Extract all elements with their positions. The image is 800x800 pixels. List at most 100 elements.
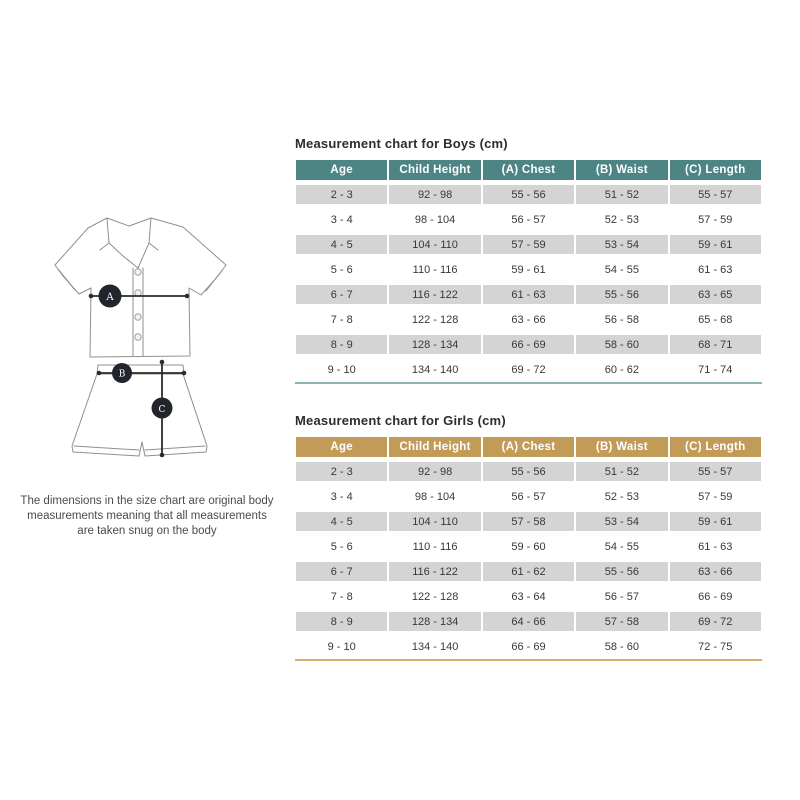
table-row: 9 - 10 134 - 140 66 - 69 58 - 60 72 - 75 xyxy=(295,634,762,659)
table-cell: 58 - 60 xyxy=(575,332,669,357)
pajama-set-drawing: A B C xyxy=(54,217,227,458)
table-cell: 98 - 104 xyxy=(388,207,482,232)
table-cell: 104 - 110 xyxy=(388,232,482,257)
table-cell: 57 - 59 xyxy=(481,232,576,257)
column-header: (B) Waist xyxy=(575,437,669,459)
girls-size-table: Age Child Height (A) Chest (B) Waist (C) Len… xyxy=(295,437,762,661)
table-cell: 65 - 68 xyxy=(668,307,762,332)
girls-table-title: Measurement chart for Girls (cm) xyxy=(295,413,506,428)
table-cell: 92 - 98 xyxy=(388,182,482,207)
table-row: 3 - 4 98 - 104 56 - 57 52 - 53 57 - 59 xyxy=(295,484,762,509)
table-cell: 66 - 69 xyxy=(668,584,762,609)
marker-c-label: C xyxy=(159,405,166,415)
table-cell: 3 - 4 xyxy=(295,484,389,509)
table-cell: 116 - 122 xyxy=(388,559,482,584)
header-row: Age Child Height (A) Chest (B) Waist (C) Len… xyxy=(295,437,762,459)
table-cell: 55 - 56 xyxy=(575,559,669,584)
table-cell: 56 - 57 xyxy=(481,207,576,232)
column-header: (C) Length xyxy=(668,437,762,459)
table-cell: 128 - 134 xyxy=(388,332,482,357)
marker-a-badge: A xyxy=(98,284,122,308)
table-cell: 110 - 116 xyxy=(388,534,482,559)
boys-size-table-section: Measurement chart for Boys (cm) Age Child… xyxy=(295,136,762,384)
column-header: Age xyxy=(295,160,389,182)
table-cell: 54 - 55 xyxy=(575,257,669,282)
table-cell: 63 - 66 xyxy=(481,307,576,332)
table-row: 8 - 9 128 - 134 66 - 69 58 - 60 68 - 71 xyxy=(295,332,762,357)
table-cell: 2 - 3 xyxy=(295,459,389,484)
table-cell: 122 - 128 xyxy=(388,584,482,609)
table-cell: 4 - 5 xyxy=(295,509,389,534)
table-cell: 53 - 54 xyxy=(575,509,669,534)
table-cell: 55 - 57 xyxy=(668,459,762,484)
column-header: (C) Length xyxy=(668,160,762,182)
table-cell: 52 - 53 xyxy=(575,484,669,509)
table-cell: 68 - 71 xyxy=(668,332,762,357)
table-cell: 71 - 74 xyxy=(668,357,762,382)
table-cell: 3 - 4 xyxy=(295,207,389,232)
table-cell: 5 - 6 xyxy=(295,534,389,559)
table-cell: 66 - 69 xyxy=(481,332,576,357)
pajama-shirt-drawing xyxy=(54,217,227,358)
table-row: 4 - 5 104 - 110 57 - 59 53 - 54 59 - 61 xyxy=(295,232,762,257)
table-cell: 7 - 8 xyxy=(295,307,389,332)
table-cell: 116 - 122 xyxy=(388,282,482,307)
table-cell: 56 - 58 xyxy=(575,307,669,332)
table-cell: 55 - 56 xyxy=(575,282,669,307)
table-cell: 57 - 58 xyxy=(481,509,576,534)
header-row: Age Child Height (A) Chest (B) Waist (C) Len… xyxy=(295,160,762,182)
marker-c-badge: C xyxy=(151,397,173,419)
table-cell: 63 - 65 xyxy=(668,282,762,307)
table-row: 7 - 8 122 - 128 63 - 64 56 - 57 66 - 69 xyxy=(295,584,762,609)
table-cell: 110 - 116 xyxy=(388,257,482,282)
table-row: 5 - 6 110 - 116 59 - 60 54 - 55 61 - 63 xyxy=(295,534,762,559)
table-cell: 56 - 57 xyxy=(575,584,669,609)
boys-table-title: Measurement chart for Boys (cm) xyxy=(295,136,508,151)
table-cell: 63 - 66 xyxy=(668,559,762,584)
table-row: 5 - 6 110 - 116 59 - 61 54 - 55 61 - 63 xyxy=(295,257,762,282)
table-cell: 6 - 7 xyxy=(295,282,389,307)
table-cell: 134 - 140 xyxy=(388,357,482,382)
table-cell: 9 - 10 xyxy=(295,634,389,659)
table-cell: 122 - 128 xyxy=(388,307,482,332)
table-row: 4 - 5 104 - 110 57 - 58 53 - 54 59 - 61 xyxy=(295,509,762,534)
table-row: 9 - 10 134 - 140 69 - 72 60 - 62 71 - 74 xyxy=(295,357,762,382)
table-cell: 59 - 61 xyxy=(668,509,762,534)
table-cell: 8 - 9 xyxy=(295,332,389,357)
table-cell: 57 - 59 xyxy=(668,207,762,232)
table-cell: 60 - 62 xyxy=(575,357,669,382)
table-cell: 72 - 75 xyxy=(668,634,762,659)
table-cell: 8 - 9 xyxy=(295,609,389,634)
table-cell: 51 - 52 xyxy=(575,182,669,207)
garment-illustration: A B C xyxy=(35,205,265,475)
table-cell: 104 - 110 xyxy=(388,509,482,534)
marker-b-badge: B xyxy=(112,363,132,383)
table-cell: 52 - 53 xyxy=(575,207,669,232)
table-cell: 98 - 104 xyxy=(388,484,482,509)
marker-a-label: A xyxy=(105,292,114,303)
table-row: 2 - 3 92 - 98 55 - 56 51 - 52 55 - 57 xyxy=(295,182,762,207)
table-cell: 69 - 72 xyxy=(481,357,576,382)
column-header: Age xyxy=(295,437,389,459)
table-cell: 51 - 52 xyxy=(575,459,669,484)
table-cell: 6 - 7 xyxy=(295,559,389,584)
table-cell: 7 - 8 xyxy=(295,584,389,609)
table-cell: 134 - 140 xyxy=(388,634,482,659)
table-cell: 61 - 62 xyxy=(481,559,576,584)
table-cell: 55 - 57 xyxy=(668,182,762,207)
table-cell: 58 - 60 xyxy=(575,634,669,659)
table-cell: 55 - 56 xyxy=(481,459,576,484)
table-cell: 59 - 61 xyxy=(481,257,576,282)
table-row: 6 - 7 116 - 122 61 - 63 55 - 56 63 - 65 xyxy=(295,282,762,307)
boys-size-table: Age Child Height (A) Chest (B) Waist (C) Len… xyxy=(295,160,762,384)
column-header: (A) Chest xyxy=(481,437,576,459)
girls-size-table-section: Measurement chart for Girls (cm) Age Chil… xyxy=(295,413,762,661)
marker-b-label: B xyxy=(119,370,126,380)
pajama-shorts-drawing xyxy=(71,364,208,457)
table-cell: 55 - 56 xyxy=(481,182,576,207)
table-cell: 4 - 5 xyxy=(295,232,389,257)
table-cell: 5 - 6 xyxy=(295,257,389,282)
table-cell: 92 - 98 xyxy=(388,459,482,484)
table-row: 8 - 9 128 - 134 64 - 66 57 - 58 69 - 72 xyxy=(295,609,762,634)
